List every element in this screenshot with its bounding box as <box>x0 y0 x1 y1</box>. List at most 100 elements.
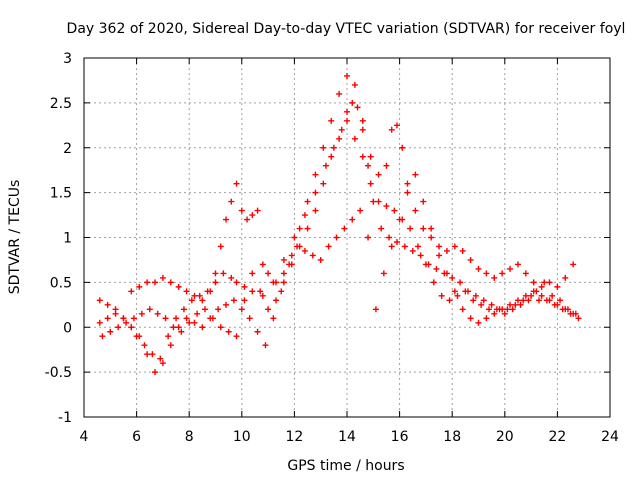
data-point <box>546 297 553 304</box>
data-point <box>254 328 261 335</box>
data-point <box>404 180 411 187</box>
data-point <box>249 212 256 219</box>
x-tick-label: 8 <box>185 429 194 445</box>
y-tick-label: 3 <box>63 51 72 67</box>
data-point <box>528 292 535 299</box>
data-point <box>104 301 111 308</box>
data-point <box>407 225 414 232</box>
data-point <box>554 301 561 308</box>
data-point <box>428 225 435 232</box>
data-point <box>262 342 269 349</box>
data-point <box>96 319 103 326</box>
data-point <box>338 126 345 133</box>
data-point <box>522 292 529 299</box>
data-point <box>233 333 240 340</box>
data-point <box>375 171 382 178</box>
data-point <box>404 189 411 196</box>
data-point <box>230 297 237 304</box>
data-point <box>507 301 514 308</box>
data-point <box>459 247 466 254</box>
data-point <box>328 153 335 160</box>
data-point <box>357 207 364 214</box>
data-point <box>480 297 487 304</box>
data-point <box>483 315 490 322</box>
data-point <box>196 292 203 299</box>
data-point <box>365 162 372 169</box>
data-point <box>96 297 103 304</box>
data-point <box>436 243 443 250</box>
x-axis-label: GPS time / hours <box>287 458 404 474</box>
data-point <box>128 288 135 295</box>
data-point <box>180 306 187 313</box>
data-point <box>493 306 500 313</box>
data-point <box>317 256 324 263</box>
data-point <box>157 355 164 362</box>
data-point <box>415 243 422 250</box>
data-point <box>249 288 256 295</box>
data-point <box>175 324 182 331</box>
data-point <box>223 301 230 308</box>
data-point <box>288 261 295 268</box>
data-point <box>225 328 232 335</box>
data-point <box>512 301 519 308</box>
data-point <box>170 324 177 331</box>
data-point <box>393 122 400 129</box>
data-point <box>336 135 343 142</box>
data-point <box>238 207 245 214</box>
data-point <box>288 252 295 259</box>
data-point <box>367 180 374 187</box>
data-point <box>522 270 529 277</box>
data-point <box>138 310 145 317</box>
data-point <box>241 283 248 290</box>
data-point <box>375 198 382 205</box>
data-point <box>430 279 437 286</box>
data-point <box>212 279 219 286</box>
data-point <box>422 261 429 268</box>
series-track-c <box>96 171 577 376</box>
data-point <box>443 247 450 254</box>
data-point <box>459 306 466 313</box>
data-point <box>341 225 348 232</box>
data-point <box>183 288 190 295</box>
data-point <box>564 306 571 313</box>
data-point <box>257 288 264 295</box>
data-point <box>215 306 222 313</box>
data-point <box>233 180 240 187</box>
data-point <box>152 369 159 376</box>
data-point <box>149 351 156 358</box>
data-point <box>443 270 450 277</box>
data-point <box>194 310 201 317</box>
data-point <box>383 162 390 169</box>
data-point <box>378 225 385 232</box>
data-point <box>446 297 453 304</box>
data-point <box>359 126 366 133</box>
data-point <box>538 292 545 299</box>
x-tick-label: 24 <box>601 429 619 445</box>
data-point <box>367 153 374 160</box>
data-point <box>541 279 548 286</box>
data-point <box>209 315 216 322</box>
x-tick-label: 6 <box>132 429 141 445</box>
data-point <box>483 270 490 277</box>
data-point <box>393 238 400 245</box>
data-point <box>383 203 390 210</box>
data-point <box>535 297 542 304</box>
data-point <box>146 306 153 313</box>
data-point <box>409 247 416 254</box>
data-point <box>451 243 458 250</box>
data-point <box>154 310 161 317</box>
data-point <box>520 297 527 304</box>
data-point <box>228 198 235 205</box>
data-point <box>152 279 159 286</box>
data-point <box>330 144 337 151</box>
data-point <box>136 333 143 340</box>
data-point <box>462 288 469 295</box>
x-tick-label: 22 <box>548 429 566 445</box>
data-point <box>572 310 579 317</box>
data-point <box>301 212 308 219</box>
data-point <box>488 301 495 308</box>
data-point <box>365 234 372 241</box>
data-point <box>165 333 172 340</box>
data-point <box>412 207 419 214</box>
